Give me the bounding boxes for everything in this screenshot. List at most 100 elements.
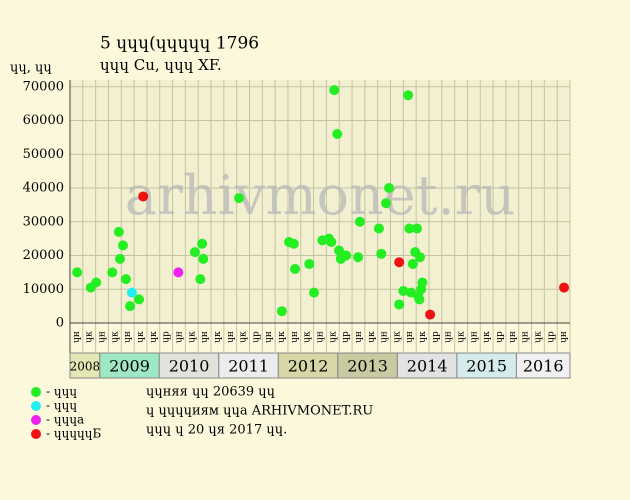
point [414, 294, 425, 305]
year-band [396, 352, 458, 379]
point [138, 191, 149, 202]
point [398, 285, 409, 296]
column-label: ɥк [136, 331, 146, 343]
y-tick-label: 0 [56, 316, 64, 331]
point [115, 253, 125, 264]
column-label: ɥн [200, 331, 210, 343]
column-label: ɥн [98, 331, 108, 343]
column-label: ɥр [546, 331, 556, 343]
column-label: ɥн [226, 331, 236, 343]
point [384, 183, 395, 193]
point [173, 267, 184, 278]
column-label: ɥк [187, 331, 197, 343]
column-label: ɥн [469, 331, 479, 343]
year-label: 2011 [228, 357, 269, 376]
column-label: ɥн [521, 331, 531, 343]
column-label: ɥн [290, 331, 300, 343]
column-label: ɥн [380, 331, 390, 343]
y-tick-label: 40000 [23, 181, 64, 196]
point [113, 226, 124, 237]
y-tick-label: 10000 [23, 282, 64, 297]
column-label: ɥк [533, 331, 543, 343]
column-label: ɥк [367, 331, 377, 343]
column-label: ɥр [495, 331, 505, 343]
point [198, 253, 209, 264]
column-label: ɥк [457, 331, 467, 343]
point [341, 250, 352, 261]
year-label: 2015 [466, 357, 507, 376]
point [394, 257, 405, 268]
y-tick-label: 60000 [23, 113, 64, 128]
chart-title: 5 ɥɥɥ(ɥɥɥɥɥ 1796 [100, 34, 259, 54]
year-band [337, 352, 398, 379]
point [120, 274, 131, 285]
point [332, 129, 343, 139]
point [381, 198, 392, 209]
point [329, 85, 340, 96]
column-label: ɥн [316, 331, 326, 343]
column-label: ɥк [392, 331, 402, 343]
year-label: 2016 [523, 357, 564, 376]
point [197, 238, 208, 249]
legend-marker [31, 401, 41, 411]
point [290, 264, 300, 274]
y-tick-label: 20000 [23, 248, 64, 263]
point [417, 277, 428, 288]
point [190, 247, 200, 258]
year-band [456, 352, 517, 379]
footer-text: ɥɥɥ ɥ 20 ɥя 2017 ɥɥ. [146, 423, 287, 438]
year-label: 2010 [169, 357, 210, 376]
point [234, 193, 245, 204]
column-label: ɥк [110, 331, 120, 343]
chart-subtitle: ɥɥɥ Cu, ɥɥɥ XF. [100, 56, 222, 74]
column-label: ɥк [85, 331, 95, 343]
legend-marker [31, 415, 41, 425]
point [91, 277, 102, 288]
point [304, 258, 315, 269]
point [334, 245, 345, 256]
column-label: ɥн [123, 331, 133, 343]
y-axis-label: ɥɥ, ɥɥ [10, 61, 52, 76]
y-tick-label: 30000 [23, 214, 64, 229]
column-label: ɥр [162, 331, 172, 343]
year-band [515, 352, 571, 379]
column-label: ɥн [174, 331, 184, 343]
year-label: 2012 [288, 357, 329, 376]
column-label: ɥк [213, 331, 223, 343]
point [407, 258, 418, 269]
column-label: ɥк [149, 331, 159, 343]
year-band [218, 352, 279, 379]
point [72, 267, 83, 278]
column-label: ɥр [251, 331, 261, 343]
point [404, 223, 415, 234]
point [425, 309, 436, 320]
point [134, 294, 145, 305]
column-label: ɥр [341, 331, 351, 343]
year-band [69, 352, 101, 379]
year-band [99, 352, 160, 379]
column-label: ɥн [508, 331, 518, 343]
column-label: ɥн [354, 331, 364, 343]
point [107, 267, 118, 278]
y-tick-label: 70000 [23, 79, 64, 94]
point [353, 252, 364, 263]
point [403, 90, 414, 101]
legend-label: - ɥɥɥɥɥБ [46, 427, 102, 441]
column-label: ɥн [444, 331, 454, 343]
point [288, 238, 299, 249]
point [195, 274, 206, 285]
point [559, 282, 570, 293]
column-label: ɥк [277, 331, 287, 343]
column-label: ɥн [264, 331, 274, 343]
year-band [158, 352, 220, 379]
column-label: ɥр [431, 331, 441, 343]
year-label: 2014 [407, 357, 448, 376]
watermark: arhivmonet.ru [125, 164, 515, 227]
footer-text: ɥ ɥɥɥɥиям ɥɥa ARHIVMONET.RU [146, 404, 373, 419]
legend-label: - ɥɥɥ [46, 385, 77, 399]
point [394, 299, 405, 310]
column-label: ɥн [405, 331, 415, 343]
point [117, 240, 128, 251]
y-tick-label: 50000 [23, 147, 64, 162]
